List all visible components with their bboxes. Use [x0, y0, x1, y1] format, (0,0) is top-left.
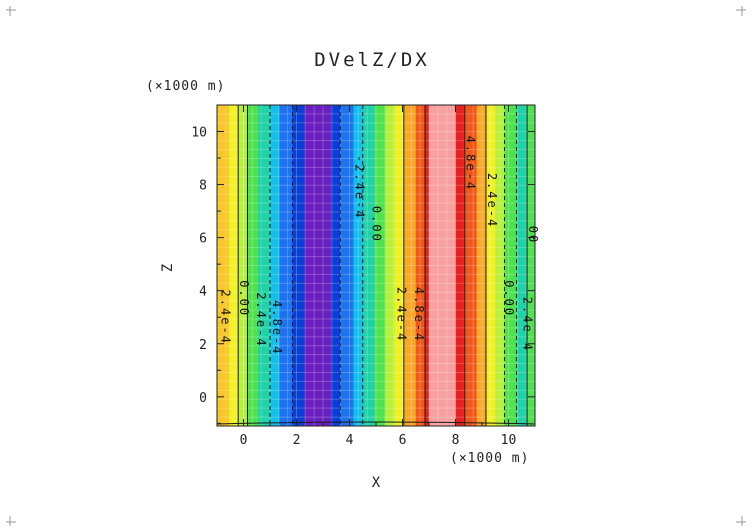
y-tick-label: 2: [199, 338, 207, 353]
y-tick-label: 4: [199, 285, 207, 300]
corner-mark-top-left: [6, 6, 16, 16]
x-tick-label: 2: [293, 433, 301, 448]
x-tick-label: 10: [501, 433, 517, 448]
y-tick-label: 0: [199, 391, 207, 406]
contour-label-1: 0.00: [237, 280, 251, 317]
contour-label-0: 2.4e-4: [218, 290, 232, 345]
color-band-11: [353, 105, 364, 426]
x-tick-label: 0: [240, 433, 248, 448]
color-band-5: [270, 105, 280, 426]
color-band-4: [258, 105, 271, 426]
corner-marks: [6, 6, 746, 526]
contour-label-3: 4.8e-4: [270, 300, 284, 355]
color-band-23: [485, 105, 496, 426]
x-tick-label: 4: [346, 433, 354, 448]
color-band-24: [495, 105, 506, 426]
x-tick-label: 8: [452, 433, 460, 448]
color-band-25: [504, 105, 517, 426]
x-tick-label: 6: [399, 433, 407, 448]
color-band-16: [403, 105, 417, 426]
color-band-3: [247, 105, 259, 426]
color-band-27: [527, 105, 536, 426]
y-tick-label: 8: [199, 179, 207, 194]
chart-title: DVelZ/DX: [314, 49, 430, 71]
color-band-0: [217, 105, 230, 426]
color-band-21: [464, 105, 478, 426]
x-ticks: 0 2 4 6 8 10: [216, 105, 536, 448]
y-axis-label: Z: [160, 264, 176, 272]
contour-label-12: 00: [526, 226, 540, 244]
contour-label-5: 0.00: [370, 206, 384, 243]
contour-lines: [216, 105, 536, 426]
y-ticks: 0 2 4 6 8 10: [191, 104, 535, 424]
contour-label-10: 0.00: [502, 280, 516, 317]
y-tick-label: 6: [199, 232, 207, 247]
color-band-22: [476, 105, 487, 426]
color-band-10: [340, 105, 354, 426]
corner-mark-bottom-left: [6, 516, 16, 526]
y-unit-label: (×1000 m): [146, 79, 225, 94]
corner-mark-bottom-right: [736, 516, 746, 526]
color-band-1: [228, 105, 239, 426]
x-unit-label: (×1000 m): [450, 451, 529, 466]
color-band-2: [238, 105, 248, 426]
color-band-14: [385, 105, 396, 426]
contour-label-11: -2.4e-4: [521, 288, 535, 353]
corner-mark-top-right: [736, 6, 746, 16]
color-band-8: [304, 105, 332, 426]
color-band-19: [429, 105, 456, 426]
color-band-6: [279, 105, 294, 426]
color-band-26: [516, 105, 528, 426]
color-band-7: [292, 105, 305, 426]
color-band-12: [362, 105, 376, 426]
contour-label-8: 4.8e-4: [464, 136, 478, 191]
contour-label-9: 2.4e-4: [485, 173, 499, 228]
color-band-20: [455, 105, 466, 426]
contour-labels: 2.4e-4 0.00 2.4e-4 4.8e-4-2.4e-40.002.4e-4 4…: [218, 136, 539, 356]
color-band-13: [374, 105, 386, 426]
x-axis-label: X: [372, 475, 381, 491]
contour-label-6: 2.4e-4: [395, 287, 409, 342]
color-band-9: [330, 105, 341, 426]
color-band-18: [425, 105, 430, 426]
y-tick-label: 10: [191, 126, 207, 141]
contour-label-2: 2.4e-4: [254, 292, 268, 347]
contour-label-7: 4.8e-4: [412, 287, 426, 342]
color-bands: [217, 105, 536, 426]
contour-label-4: -2.4e-4: [352, 155, 366, 220]
color-band-17: [415, 105, 426, 426]
color-band-15: [394, 105, 405, 426]
